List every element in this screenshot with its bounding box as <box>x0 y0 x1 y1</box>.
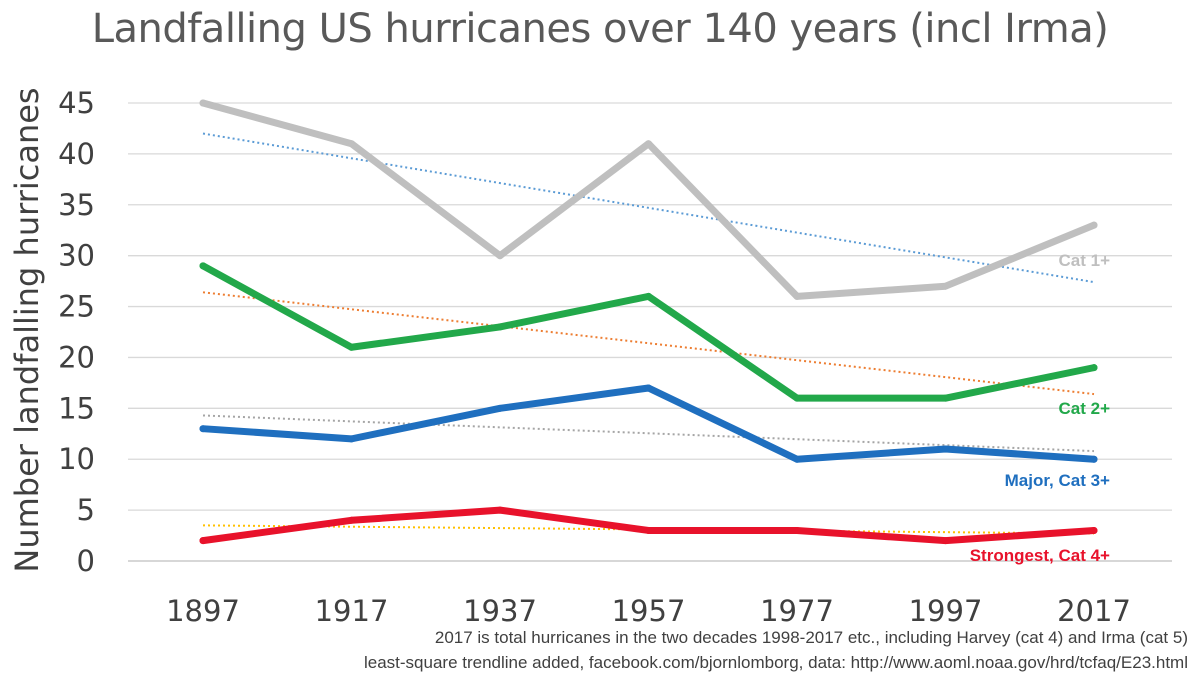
data-point-cat-1 <box>942 282 949 290</box>
data-point-strongest-cat-4 <box>645 526 652 534</box>
x-tick-label: 1997 <box>909 594 983 628</box>
y-tick-label: 20 <box>58 340 95 374</box>
data-point-strongest-cat-4 <box>496 506 504 514</box>
data-point-major-cat-3 <box>199 425 207 433</box>
y-tick-label: 40 <box>58 137 95 171</box>
series-label-strongest-cat-4: Strongest, Cat 4+ <box>970 546 1110 565</box>
x-tick-label: 1937 <box>463 594 537 628</box>
data-point-strongest-cat-4 <box>942 537 949 545</box>
series-line-strongest-cat-4 <box>199 506 1098 545</box>
x-tick-label: 1917 <box>315 594 389 628</box>
y-tick-label: 25 <box>58 290 95 324</box>
data-point-major-cat-3 <box>496 404 504 412</box>
data-point-major-cat-3 <box>793 455 801 463</box>
data-point-strongest-cat-4 <box>1090 526 1098 534</box>
y-axis-label: Number landfalling hurricanes <box>8 87 46 572</box>
data-point-cat-1 <box>645 140 652 148</box>
y-tick-label: 15 <box>58 391 95 425</box>
series-label-major-cat-3: Major, Cat 3+ <box>1005 471 1110 490</box>
data-point-strongest-cat-4 <box>199 537 207 545</box>
x-tick-label: 1957 <box>612 594 686 628</box>
y-tick-label: 35 <box>58 188 95 222</box>
data-point-major-cat-3 <box>1090 455 1098 463</box>
series-line-cat-2 <box>199 262 1098 402</box>
data-point-cat-1 <box>348 140 355 148</box>
data-point-cat-2 <box>942 394 949 402</box>
y-tick-label: 45 <box>58 86 95 120</box>
data-point-cat-2 <box>645 292 652 300</box>
series-line-cat-1 <box>199 99 1098 300</box>
data-point-cat-1 <box>199 99 207 107</box>
data-point-major-cat-3 <box>645 384 652 392</box>
footnote-source: least-square trendline added, facebook.c… <box>363 653 1188 672</box>
data-point-cat-2 <box>348 343 355 351</box>
data-point-cat-2 <box>793 394 801 402</box>
x-tick-label: 1977 <box>760 594 834 628</box>
data-point-cat-2 <box>496 323 504 331</box>
series-label-cat-2: Cat 2+ <box>1059 399 1111 418</box>
data-point-strongest-cat-4 <box>348 516 355 524</box>
y-tick-label: 30 <box>58 239 95 273</box>
chart-title: Landfalling US hurricanes over 140 years… <box>91 6 1109 52</box>
trendline-cat-1 <box>202 132 1095 284</box>
data-point-major-cat-3 <box>942 445 949 453</box>
data-point-cat-1 <box>1090 221 1098 229</box>
y-tick-label: 0 <box>77 544 95 578</box>
trendline-major-cat-3 <box>202 414 1095 453</box>
data-point-cat-1 <box>793 292 801 300</box>
x-tick-label: 1897 <box>166 594 240 628</box>
footnote-note: 2017 is total hurricanes in the two deca… <box>434 628 1188 647</box>
y-tick-label: 5 <box>77 493 95 527</box>
data-point-cat-1 <box>496 252 504 260</box>
y-tick-label: 10 <box>58 442 95 476</box>
trendline-cat-2 <box>202 291 1095 396</box>
data-point-cat-2 <box>199 262 207 270</box>
data-point-strongest-cat-4 <box>793 526 801 534</box>
data-point-major-cat-3 <box>348 435 355 443</box>
data-point-cat-2 <box>1090 364 1098 372</box>
series-label-cat-1: Cat 1+ <box>1059 251 1111 270</box>
x-tick-label: 2017 <box>1057 594 1131 628</box>
